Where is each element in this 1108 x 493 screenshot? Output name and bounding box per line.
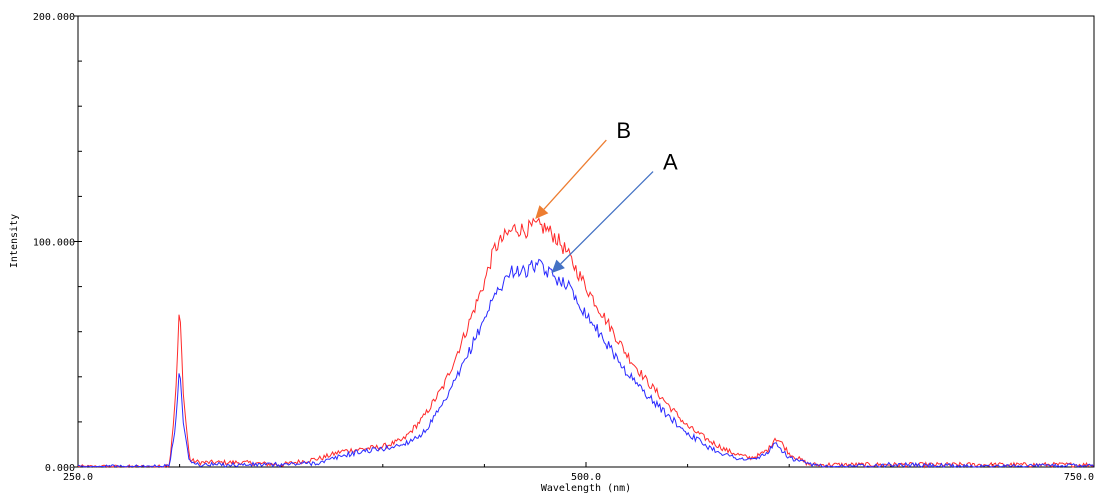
annotation-arrow-b <box>535 139 607 219</box>
x-tick-label: 750.0 <box>1064 472 1094 483</box>
y-tick-label: 100.000 <box>33 238 75 249</box>
y-axis: 0.000 100.000 200.000 <box>33 12 82 474</box>
y-tick-label: 0.000 <box>45 463 75 474</box>
x-tick-label: 250.0 <box>63 472 93 483</box>
series-line-2 <box>77 258 1094 469</box>
y-tick-label: 200.000 <box>33 12 75 23</box>
annotations: BA <box>535 118 678 274</box>
x-tick-label: 500.0 <box>571 472 601 483</box>
annotation-arrow-a <box>551 171 654 274</box>
series-line-1 <box>77 217 1094 469</box>
plot-area <box>77 15 1095 468</box>
x-axis: 250.0 500.0 750.0 <box>63 462 1095 483</box>
annotation-label-a: A <box>663 150 678 175</box>
y-axis-label: Intensity <box>9 214 20 268</box>
series-group <box>77 217 1094 469</box>
x-axis-label: Wavelength (nm) <box>541 483 631 493</box>
annotation-label-b: B <box>616 118 631 143</box>
